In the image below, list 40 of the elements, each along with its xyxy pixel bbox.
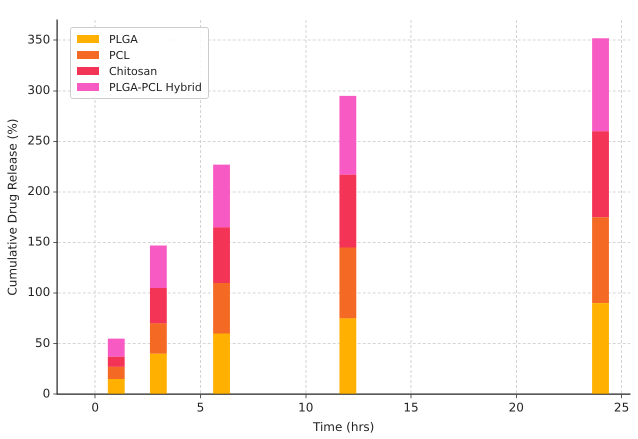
bar xyxy=(339,248,356,318)
bar xyxy=(108,338,125,357)
bar xyxy=(592,131,609,218)
bar xyxy=(213,164,230,228)
bar xyxy=(592,38,609,132)
x-tick-label: 5 xyxy=(196,400,204,415)
y-tick-label: 250 xyxy=(27,133,50,148)
x-tick-label: 25 xyxy=(614,400,630,415)
bar xyxy=(213,334,230,394)
legend-label: Chitosan xyxy=(109,64,158,78)
x-tick-label: 15 xyxy=(403,400,419,415)
bar xyxy=(339,318,356,394)
legend-label: PCL xyxy=(109,48,130,62)
y-tick-label: 100 xyxy=(27,285,50,300)
bar xyxy=(339,96,356,175)
bar xyxy=(108,366,125,380)
bar xyxy=(108,356,125,367)
y-tick-label: 350 xyxy=(27,32,50,46)
x-tick-label: 20 xyxy=(508,400,524,415)
x-axis-title: Time (hrs) xyxy=(312,420,374,434)
y-tick-label: 0 xyxy=(42,386,50,400)
x-tick-label: 0 xyxy=(91,400,100,415)
y-tick-label: 150 xyxy=(27,234,50,249)
legend-label: PLGA-PCL Hybrid xyxy=(109,80,202,94)
y-tick-label: 200 xyxy=(27,184,50,198)
bar xyxy=(592,303,609,394)
y-tick-label: 50 xyxy=(35,336,50,350)
bar xyxy=(592,217,609,304)
bar xyxy=(150,323,167,354)
legend-label: PLGA xyxy=(109,32,138,46)
y-tick-label: 300 xyxy=(27,82,50,97)
bar xyxy=(213,227,230,283)
bar xyxy=(150,246,167,288)
bar xyxy=(339,174,356,248)
bar xyxy=(108,379,125,394)
bar xyxy=(150,354,167,394)
x-tick-label: 10 xyxy=(298,400,314,415)
y-axis-title: Cumulative Drug Release (%) xyxy=(5,118,20,296)
bar xyxy=(150,288,167,324)
bar xyxy=(213,282,230,334)
